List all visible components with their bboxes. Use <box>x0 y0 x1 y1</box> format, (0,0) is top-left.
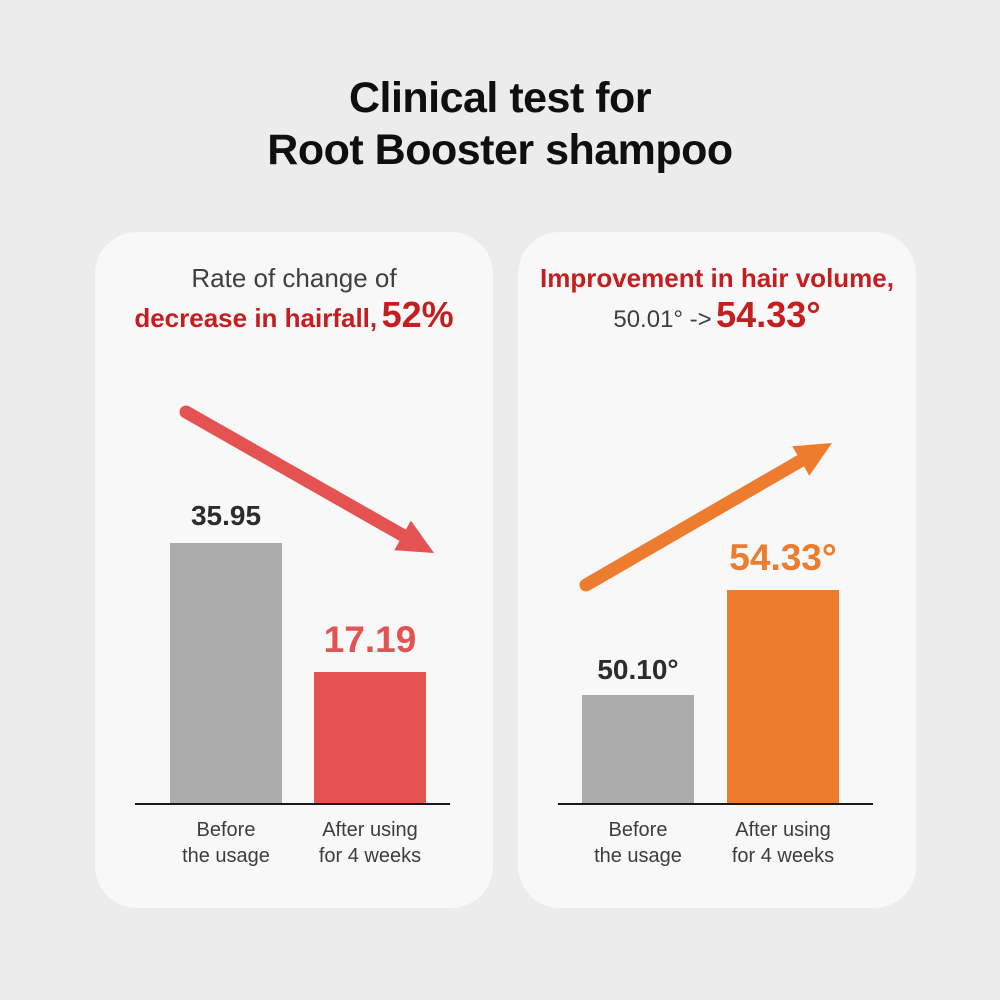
category-label-after-line1: After using <box>322 819 418 841</box>
x-axis-line <box>558 803 873 805</box>
chart-title-hairfall: Rate of change of decrease in hairfall, … <box>95 262 493 343</box>
category-label-after: After using for 4 weeks <box>284 817 456 869</box>
chart-title-line1: Improvement in hair volume, <box>540 263 894 293</box>
x-axis-line <box>135 803 450 805</box>
category-label-before-line2: the usage <box>594 845 682 867</box>
category-label-after-line2: for 4 weeks <box>731 845 835 867</box>
panel-hair-volume-card: Improvement in hair volume, 50.01° -> 54… <box>518 232 916 908</box>
bar-after-usage <box>727 590 839 804</box>
category-label-after-line1: After using <box>735 819 831 841</box>
category-label-before-line1: Before <box>196 819 256 841</box>
bar-after-usage <box>314 672 426 804</box>
category-label-before: Before the usage <box>552 817 724 869</box>
chart-title-line2: decrease in hairfall, 52% <box>95 295 493 343</box>
category-label-after-line2: for 4 weeks <box>318 845 422 867</box>
chart-title-hair-volume: Improvement in hair volume, 50.01° -> 54… <box>518 262 916 343</box>
value-label-before: 50.10° <box>597 654 679 685</box>
value-label-before: 35.95 <box>190 500 262 531</box>
bar-before-usage <box>582 695 694 804</box>
page-title: Clinical test for Root Booster shampoo <box>0 72 1000 176</box>
chart-title-highlight: decrease in hairfall, <box>134 303 378 333</box>
chart-title-line2: 50.01° -> 54.33° <box>518 295 916 343</box>
category-label-before: Before the usage <box>140 817 312 869</box>
page-title-line1: Clinical test for <box>348 74 652 122</box>
chart-title-line1: Rate of change of <box>191 263 397 293</box>
value-label-after: 54.33° <box>729 537 837 578</box>
chart-title-to-value: 54.33° <box>716 294 821 335</box>
chart-title-from-value: 50.01° -> <box>613 306 712 333</box>
page-title-line2: Root Booster shampoo <box>267 126 733 174</box>
value-label-after: 17.19 <box>323 619 417 660</box>
category-label-before-line2: the usage <box>182 845 270 867</box>
chart-title-percent-value: 52% <box>381 294 454 335</box>
panel-hairfall-card: Rate of change of decrease in hairfall, … <box>95 232 493 908</box>
bar-before-usage <box>170 543 282 804</box>
category-label-after: After using for 4 weeks <box>697 817 869 869</box>
category-label-before-line1: Before <box>608 819 668 841</box>
